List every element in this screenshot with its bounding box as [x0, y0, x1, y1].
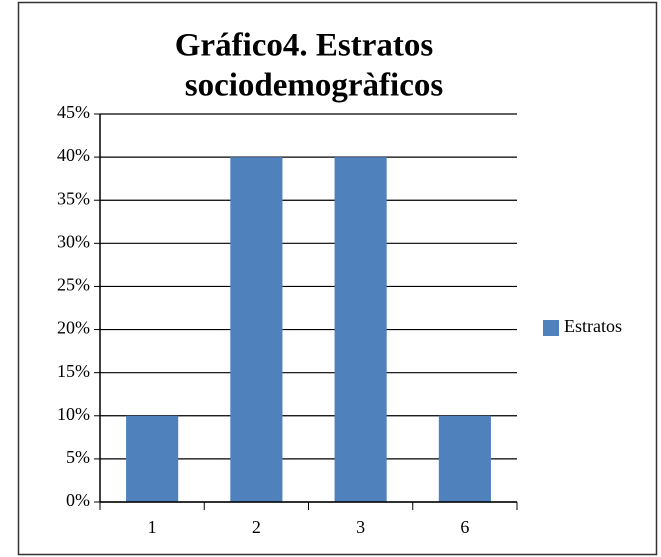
- x-tick-label: 2: [252, 517, 261, 537]
- x-tick-label: 1: [148, 517, 157, 537]
- y-tick-label: 10%: [57, 404, 90, 424]
- bar: [438, 415, 491, 502]
- bar: [230, 157, 283, 502]
- legend-swatch: [543, 320, 559, 336]
- legend-label: Estratos: [564, 316, 622, 336]
- x-tick-label: 6: [460, 517, 469, 537]
- y-tick-label: 40%: [57, 145, 90, 165]
- chart-title: sociodemogràficos: [185, 68, 444, 104]
- y-tick-label: 0%: [66, 490, 90, 510]
- y-tick-label: 45%: [57, 102, 90, 122]
- y-tick-label: 15%: [57, 361, 90, 381]
- y-tick-label: 5%: [66, 447, 90, 467]
- y-tick-label: 30%: [57, 231, 90, 251]
- chart-title: Gráfico4. Estratos: [175, 28, 434, 64]
- bar: [126, 415, 179, 502]
- y-tick-label: 35%: [57, 188, 90, 208]
- y-tick-label: 20%: [57, 318, 90, 338]
- bar: [334, 157, 387, 502]
- y-tick-label: 25%: [57, 275, 90, 295]
- x-tick-label: 3: [356, 517, 365, 537]
